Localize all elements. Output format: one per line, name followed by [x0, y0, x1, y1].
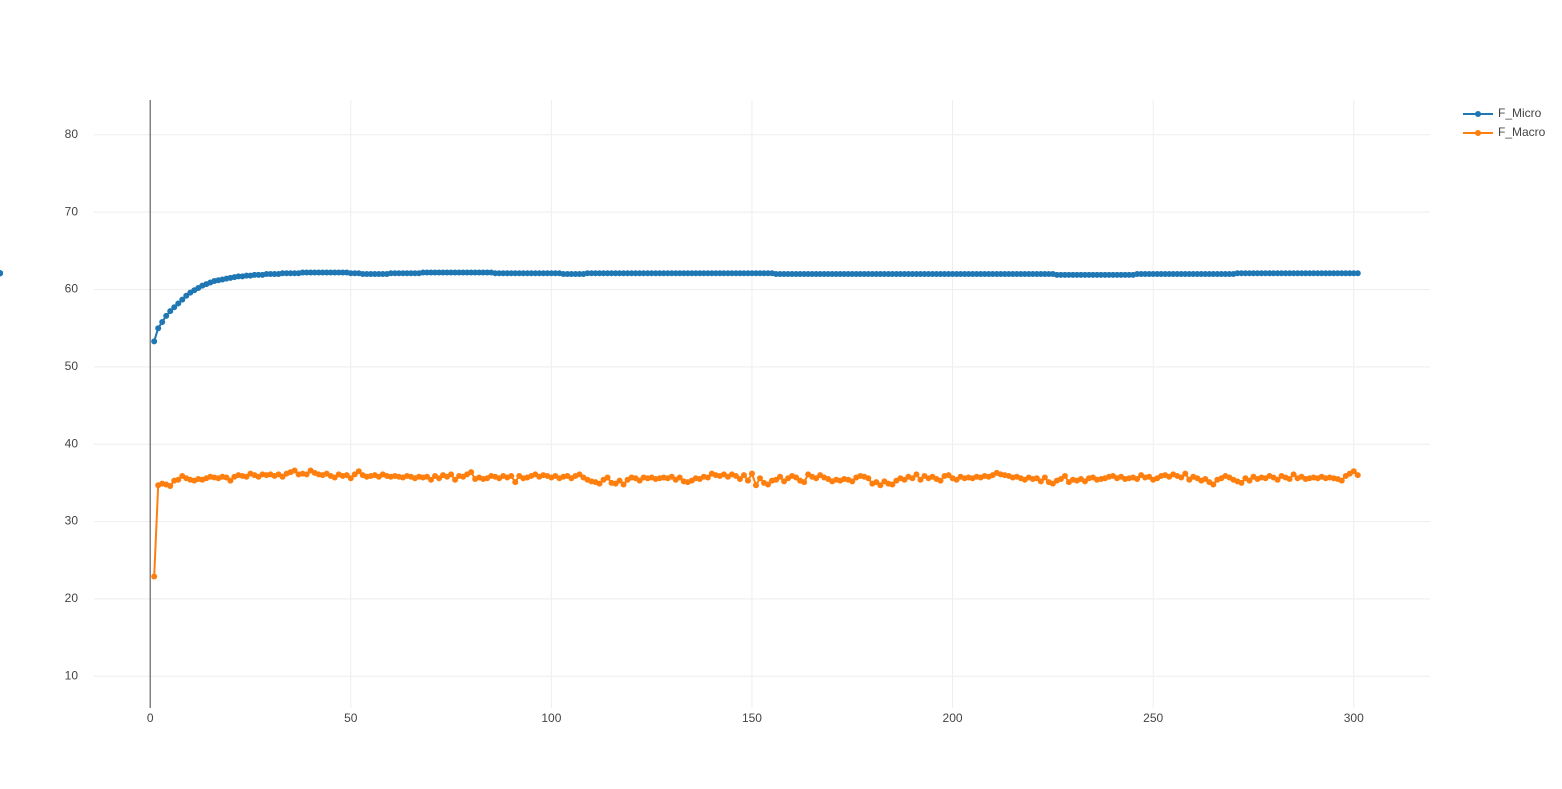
legend-label: F_Micro: [1498, 106, 1542, 120]
marker: [877, 482, 884, 489]
marker: [1354, 472, 1361, 479]
legend-marker: [1475, 130, 1481, 136]
marker: [736, 476, 743, 483]
marker: [1178, 474, 1185, 481]
y-tick-label: 40: [65, 436, 79, 450]
marker: [1354, 270, 1361, 277]
marker: [171, 304, 178, 311]
marker: [227, 477, 234, 484]
marker: [512, 479, 519, 486]
marker: [752, 482, 759, 489]
marker: [756, 475, 763, 482]
y-tick-label: 80: [65, 127, 79, 141]
legend-label: F_Macro: [1498, 125, 1546, 139]
x-tick-label: 100: [541, 711, 561, 725]
marker: [917, 476, 924, 483]
legend-marker: [1475, 111, 1481, 117]
y-tick-label: 70: [65, 204, 79, 218]
marker: [744, 477, 751, 484]
marker: [676, 474, 683, 481]
marker: [604, 474, 611, 481]
marker: [1274, 476, 1281, 483]
x-tick-label: 250: [1143, 711, 1163, 725]
marker: [1350, 468, 1357, 475]
marker: [428, 476, 435, 483]
marker: [1041, 474, 1048, 481]
marker: [1061, 472, 1068, 479]
marker: [167, 308, 174, 315]
marker: [508, 472, 515, 479]
x-tick-label: 300: [1344, 711, 1364, 725]
marker: [163, 312, 170, 319]
y-tick-label: 30: [65, 514, 79, 528]
marker: [865, 475, 872, 482]
marker: [0, 270, 3, 277]
marker: [291, 467, 298, 474]
marker: [452, 476, 459, 483]
marker: [1290, 471, 1297, 478]
marker: [909, 475, 916, 482]
marker: [765, 481, 772, 488]
marker: [175, 300, 182, 307]
marker: [1338, 477, 1345, 484]
marker: [740, 472, 747, 479]
x-tick-label: 200: [943, 711, 963, 725]
marker: [777, 473, 784, 480]
marker: [1286, 476, 1293, 483]
marker: [616, 477, 623, 484]
marker: [596, 480, 603, 487]
marker: [1238, 479, 1245, 486]
marker: [179, 296, 186, 303]
y-tick-label: 20: [65, 591, 79, 605]
marker: [1182, 470, 1189, 477]
marker: [801, 479, 808, 486]
marker: [704, 474, 711, 481]
y-tick-label: 10: [65, 668, 79, 682]
x-tick-label: 0: [147, 711, 154, 725]
marker: [175, 476, 182, 483]
marker: [468, 469, 475, 476]
y-tick-label: 50: [65, 359, 79, 373]
marker: [151, 338, 158, 345]
marker: [355, 468, 362, 475]
marker: [1246, 477, 1253, 484]
marker: [167, 482, 174, 489]
marker: [159, 319, 166, 326]
marker: [913, 471, 920, 478]
marker: [889, 481, 896, 488]
marker: [1210, 481, 1217, 488]
marker: [151, 573, 158, 580]
marker: [448, 471, 455, 478]
x-tick-label: 50: [344, 711, 358, 725]
marker: [620, 481, 627, 488]
y-tick-label: 60: [65, 282, 79, 296]
marker: [155, 325, 162, 332]
series-line: [153, 271, 1358, 342]
x-tick-label: 150: [742, 711, 762, 725]
marker: [347, 475, 354, 482]
marker: [1037, 478, 1044, 485]
marker: [937, 477, 944, 484]
marker: [849, 478, 856, 485]
marker: [303, 471, 310, 478]
marker: [1134, 476, 1141, 483]
marker: [748, 470, 755, 477]
